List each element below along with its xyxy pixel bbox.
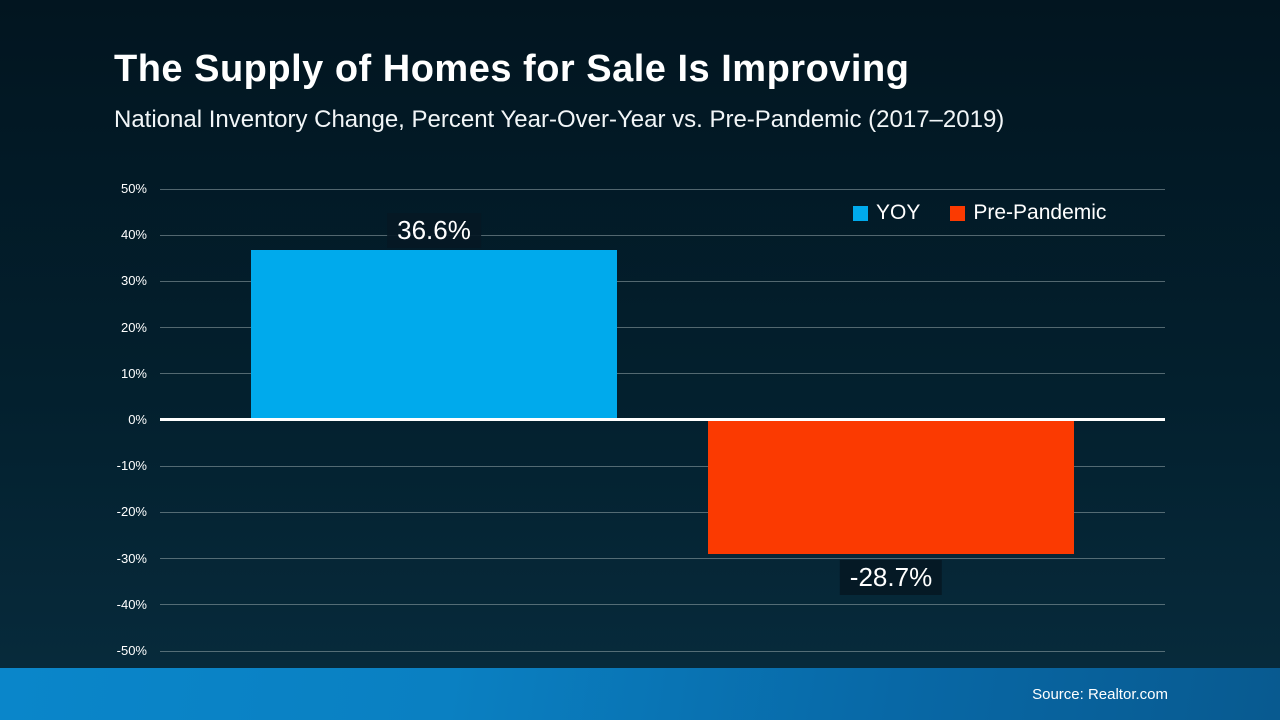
legend-label-yoy: YOY	[876, 201, 921, 224]
gridline	[160, 188, 1165, 190]
legend-label-pre-pandemic: Pre-Pandemic	[973, 201, 1107, 224]
gridline	[160, 327, 1165, 329]
yoy-legend-swatch-icon	[853, 205, 868, 221]
legend-item-yoy: YOY	[853, 201, 920, 225]
y-axis-tick-label: -30%	[116, 550, 147, 566]
y-axis-tick-label: 20%	[120, 319, 147, 335]
gridline	[160, 373, 1165, 375]
source-attribution: Source: Realtor.com	[1032, 685, 1168, 703]
y-axis-tick-label: 0%	[128, 412, 147, 427]
gridline	[160, 280, 1165, 282]
y-axis-tick-label: -50%	[116, 643, 147, 658]
gridline	[160, 234, 1165, 236]
y-axis-tick-label: -20%	[116, 504, 147, 520]
chart-title: The Supply of Homes for Sale Is Improvin…	[114, 48, 910, 90]
y-axis-tick-label: 40%	[120, 227, 147, 243]
bar-pre-pandemic	[708, 421, 1074, 554]
y-axis-tick-label: -40%	[116, 596, 147, 612]
y-axis-tick-label: 10%	[120, 365, 147, 381]
bar-value-label-pre-pandemic: -28.7%	[839, 559, 943, 595]
gridline	[160, 604, 1165, 606]
legend-item-pre-pandemic: Pre-Pandemic	[950, 201, 1106, 225]
y-axis-tick-label: 50%	[120, 181, 147, 196]
bar-yoy	[251, 250, 617, 420]
zero-axis-line	[160, 418, 1165, 421]
chart-legend: YOY Pre-Pandemic	[853, 201, 1106, 225]
y-axis-tick-label: 30%	[120, 273, 147, 289]
pre-pandemic-legend-swatch-icon	[950, 205, 966, 221]
gridline	[160, 465, 1165, 467]
chart-subtitle: National Inventory Change, Percent Year-…	[114, 106, 1005, 133]
gridline	[160, 558, 1165, 560]
footer-band: Source: Realtor.com	[0, 668, 1280, 720]
y-axis-tick-label: -10%	[116, 458, 147, 474]
gridline	[160, 650, 1165, 652]
bar-value-label-yoy: 36.6%	[387, 213, 481, 249]
gridline	[160, 511, 1165, 513]
